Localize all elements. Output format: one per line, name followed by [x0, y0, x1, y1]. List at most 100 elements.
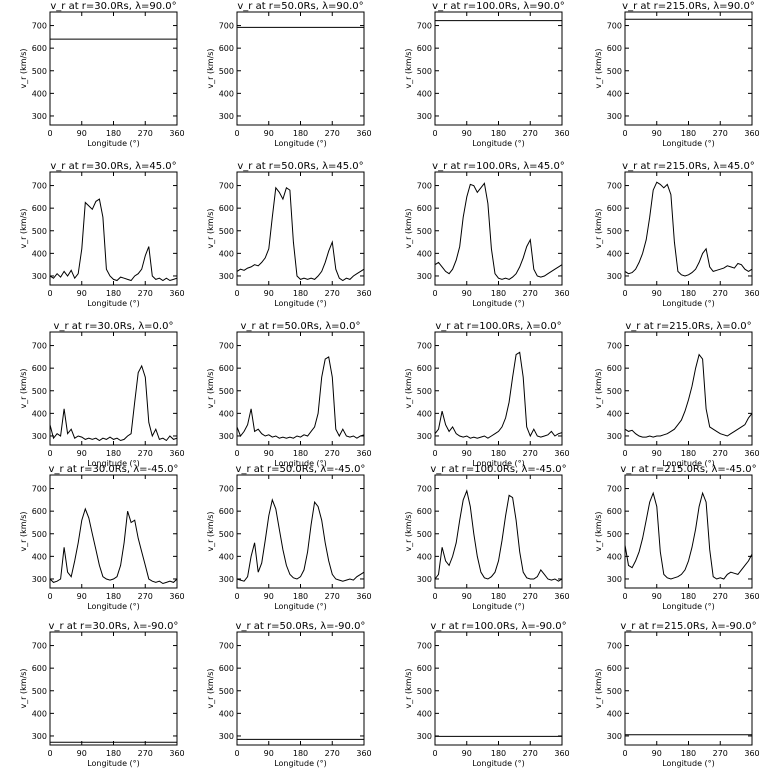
x-tick-label: 0	[432, 749, 437, 758]
y-tick-label: 300	[417, 732, 432, 741]
y-tick-label: 700	[219, 182, 234, 191]
x-tick-label: 90	[652, 129, 662, 138]
x-tick-label: 180	[681, 129, 696, 138]
y-tick-label: 300	[607, 272, 622, 281]
y-tick-label: 500	[219, 387, 234, 396]
x-tick-label: 180	[681, 749, 696, 758]
x-tick-label: 0	[622, 749, 627, 758]
y-tick-label: 400	[417, 552, 432, 561]
x-axis-label: Longitude (°)	[472, 759, 525, 768]
plot-frame	[434, 331, 563, 446]
x-axis-label: Longitude (°)	[274, 139, 327, 148]
x-tick-label: 90	[462, 749, 472, 758]
series-line	[49, 198, 178, 282]
x-tick-label: 360	[744, 289, 759, 298]
x-tick-label: 180	[106, 289, 121, 298]
y-axis-label: v_r (km/s)	[19, 668, 28, 708]
chart-title: v_r at r=215.0Rs, λ=45.0°	[622, 161, 755, 172]
x-tick-label: 270	[523, 129, 538, 138]
x-tick-label: 270	[523, 749, 538, 758]
chart-title: v_r at r=30.0Rs, λ=-45.0°	[49, 464, 179, 475]
y-axis-label: v_r (km/s)	[404, 208, 413, 248]
x-tick-label: 90	[77, 449, 87, 458]
x-axis-label: Longitude (°)	[662, 759, 715, 768]
x-tick-label: 90	[264, 749, 274, 758]
x-tick-label: 360	[356, 289, 371, 298]
x-tick-label: 180	[681, 289, 696, 298]
y-tick-label: 700	[219, 342, 234, 351]
x-tick-label: 270	[138, 449, 153, 458]
plot-frame	[434, 474, 563, 589]
y-tick-label: 300	[417, 272, 432, 281]
y-tick-label: 400	[607, 89, 622, 98]
y-tick-label: 400	[32, 89, 47, 98]
y-tick-label: 700	[219, 642, 234, 651]
x-tick-label: 0	[234, 289, 239, 298]
chart-panel: v_r at r=215.0Rs, λ=-45.0° 0 90 180 270 360 30…	[594, 464, 760, 611]
y-tick-label: 600	[417, 364, 432, 373]
y-tick-label: 300	[32, 272, 47, 281]
y-tick-label: 400	[607, 409, 622, 418]
x-tick-label: 270	[138, 129, 153, 138]
chart-title: v_r at r=215.0Rs, λ=-45.0°	[620, 464, 756, 475]
y-tick-label: 300	[219, 432, 234, 441]
y-tick-label: 400	[219, 89, 234, 98]
x-tick-label: 180	[681, 592, 696, 601]
plot-frame	[49, 171, 178, 286]
y-tick-label: 500	[219, 530, 234, 539]
y-axis-label: v_r (km/s)	[594, 208, 603, 248]
chart-panel: v_r at r=100.0Rs, λ=45.0° 0 90 180 270 360 300…	[404, 161, 570, 308]
x-tick-label: 360	[744, 449, 759, 458]
x-tick-label: 180	[106, 749, 121, 758]
y-tick-label: 500	[32, 387, 47, 396]
y-axis-label: v_r (km/s)	[206, 48, 215, 88]
x-tick-label: 180	[106, 449, 121, 458]
y-tick-label: 500	[417, 67, 432, 76]
x-axis-label: Longitude (°)	[274, 459, 327, 468]
x-tick-label: 270	[325, 749, 340, 758]
y-tick-label: 500	[32, 67, 47, 76]
x-tick-label: 360	[356, 129, 371, 138]
x-axis-label: Longitude (°)	[662, 299, 715, 308]
y-tick-label: 600	[607, 664, 622, 673]
x-tick-label: 0	[47, 749, 52, 758]
x-tick-label: 90	[264, 592, 274, 601]
x-tick-label: 0	[234, 749, 239, 758]
y-tick-label: 300	[607, 432, 622, 441]
x-tick-label: 360	[169, 449, 184, 458]
chart-panel: v_r at r=100.0Rs, λ=-45.0° 0 90 180 270 360 30…	[404, 464, 570, 611]
chart-panel: v_r at r=30.0Rs, λ=-45.0° 0 90 180 270 360 300…	[19, 464, 185, 611]
y-tick-label: 600	[607, 204, 622, 213]
x-tick-label: 360	[356, 449, 371, 458]
y-tick-label: 300	[32, 732, 47, 741]
y-tick-label: 700	[417, 342, 432, 351]
y-axis-label: v_r (km/s)	[404, 511, 413, 551]
x-axis-label: Longitude (°)	[662, 459, 715, 468]
x-tick-label: 270	[523, 592, 538, 601]
y-tick-label: 400	[219, 249, 234, 258]
x-tick-label: 270	[713, 449, 728, 458]
x-tick-label: 180	[491, 749, 506, 758]
chart-panel: v_r at r=30.0Rs, λ=0.0° 0 90 180 270 360 300 40…	[19, 321, 185, 468]
x-axis-label: Longitude (°)	[87, 602, 140, 611]
x-tick-label: 90	[77, 129, 87, 138]
y-tick-label: 600	[219, 204, 234, 213]
series-line	[434, 182, 563, 280]
x-axis-label: Longitude (°)	[662, 602, 715, 611]
y-tick-label: 400	[219, 552, 234, 561]
y-tick-label: 400	[219, 409, 234, 418]
y-tick-label: 600	[417, 507, 432, 516]
x-tick-label: 360	[554, 592, 569, 601]
x-tick-label: 270	[713, 129, 728, 138]
x-tick-label: 0	[234, 129, 239, 138]
x-tick-label: 0	[622, 449, 627, 458]
y-tick-label: 300	[607, 112, 622, 121]
plot-frame	[624, 331, 753, 446]
chart-title: v_r at r=100.0Rs, λ=0.0°	[435, 321, 561, 332]
x-tick-label: 180	[491, 129, 506, 138]
y-tick-label: 500	[219, 687, 234, 696]
chart-panel: v_r at r=50.0Rs, λ=0.0° 0 90 180 270 360 300 40…	[206, 321, 372, 468]
chart-panel: v_r at r=215.0Rs, λ=-90.0° 0 90 180 270 360 30…	[594, 621, 760, 768]
x-tick-label: 0	[47, 129, 52, 138]
